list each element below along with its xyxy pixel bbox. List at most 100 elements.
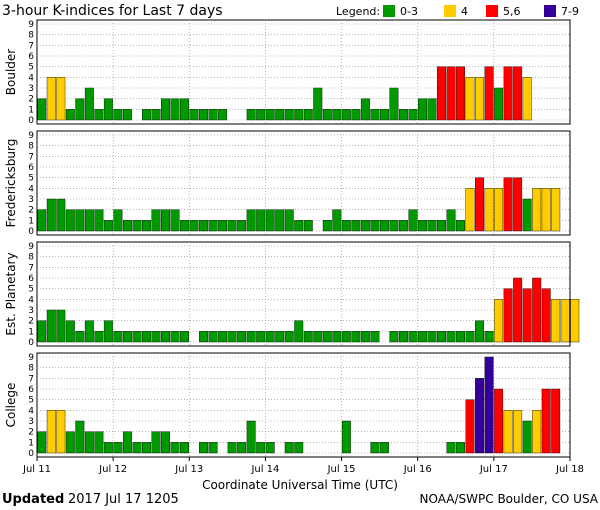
bar [227, 220, 237, 232]
station-label: Fredericksburg [4, 139, 18, 228]
bar [246, 420, 256, 454]
y-tick-label: 8 [28, 364, 34, 374]
bar [256, 331, 266, 343]
bar [475, 77, 485, 121]
bar [418, 331, 427, 343]
bar [398, 109, 408, 121]
bar [284, 209, 294, 232]
y-tick-label: 2 [28, 428, 34, 438]
legend-label: Legend: [336, 5, 380, 18]
bar [475, 378, 485, 454]
bar [379, 109, 389, 121]
bar [65, 431, 75, 454]
y-tick-label: 3 [28, 417, 34, 427]
y-tick-label: 1 [28, 327, 34, 337]
y-tick-label: 0 [28, 116, 34, 126]
bar [141, 442, 151, 454]
bar [513, 66, 523, 121]
bar [408, 331, 418, 343]
bar [437, 331, 446, 343]
bar [503, 288, 513, 343]
y-tick-label: 6 [28, 274, 34, 284]
legend-entry-3: 7-9 [561, 5, 579, 18]
y-tick-label: 9 [28, 131, 34, 141]
y-tick-label: 5 [28, 174, 34, 184]
bar [275, 209, 285, 232]
bar [56, 410, 66, 454]
bar [256, 209, 266, 232]
bar [37, 98, 47, 121]
bar [351, 109, 361, 121]
bar [151, 331, 161, 343]
bar [484, 356, 494, 454]
bar [275, 109, 285, 121]
bar [370, 331, 380, 343]
bar [170, 209, 180, 232]
bar [151, 209, 161, 232]
bar [370, 442, 380, 454]
bar [208, 109, 218, 121]
bar [199, 109, 209, 121]
bar [189, 220, 199, 232]
bar [75, 209, 85, 232]
panel-frame [36, 130, 571, 236]
bar [532, 277, 542, 343]
y-tick-label: 6 [28, 52, 34, 62]
bar [541, 288, 551, 343]
updated-value: 2017 Jul 17 1205 [68, 492, 179, 507]
bar [246, 209, 256, 232]
bar [294, 442, 304, 454]
bar [379, 442, 389, 454]
bar [94, 109, 104, 121]
y-tick-label: 5 [28, 285, 34, 295]
y-tick-label: 2 [28, 95, 34, 105]
bar [475, 177, 485, 232]
bar [122, 109, 132, 121]
credit-text: NOAA/SWPC Boulder, CO USA [420, 492, 599, 506]
bar [389, 87, 399, 121]
bar [303, 220, 313, 232]
bar [322, 220, 332, 232]
bar [398, 331, 408, 343]
bar [265, 331, 275, 343]
y-tick-label: 5 [28, 63, 34, 73]
bar [427, 220, 437, 232]
bar [161, 209, 170, 232]
bar [360, 331, 370, 343]
bar [303, 331, 313, 343]
bar [56, 77, 66, 121]
bar [161, 98, 170, 121]
bar [113, 331, 123, 343]
bar [532, 188, 542, 232]
bar [484, 188, 494, 232]
legend-swatch-1 [444, 5, 456, 17]
bar [494, 188, 504, 232]
x-tick-label: Jul 14 [250, 464, 279, 475]
bar [56, 198, 66, 232]
bar [494, 388, 504, 454]
bar [322, 109, 332, 121]
bar [103, 320, 113, 343]
bar [475, 320, 485, 343]
bar [180, 220, 189, 232]
bar [427, 331, 437, 343]
bar [398, 220, 408, 232]
panel-frame [36, 19, 571, 125]
bar [256, 109, 266, 121]
bar [408, 109, 418, 121]
bar [275, 331, 285, 343]
updated-label: Updated [2, 492, 64, 507]
x-tick-label: Jul 16 [403, 464, 432, 475]
bar [446, 209, 456, 232]
bar [199, 331, 209, 343]
bar [75, 98, 85, 121]
bar [265, 109, 275, 121]
bar [389, 331, 399, 343]
bar [465, 331, 475, 343]
bar [180, 98, 189, 121]
bar [170, 331, 180, 343]
y-tick-label: 4 [28, 73, 34, 83]
bar [218, 331, 228, 343]
